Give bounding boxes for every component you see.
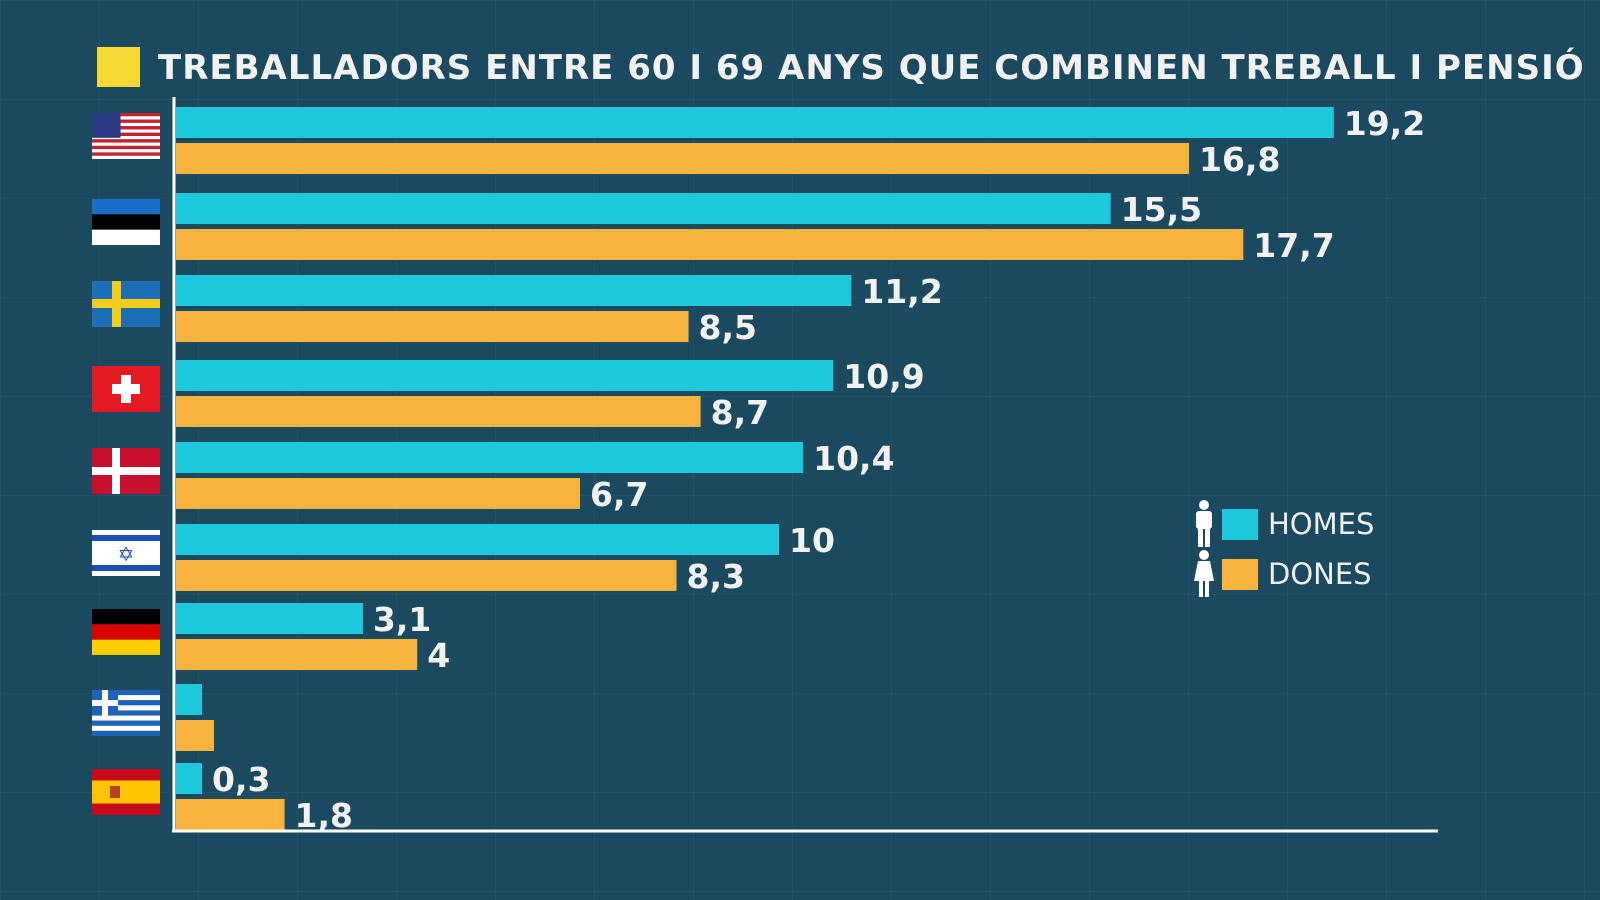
bar-dones-5 bbox=[176, 560, 677, 591]
bar-dones-7 bbox=[176, 720, 214, 751]
flag-switzerland-icon bbox=[92, 366, 160, 412]
flag-greece-icon bbox=[92, 690, 160, 736]
legend-swatch-dones bbox=[1222, 558, 1258, 590]
legend-label-homes: HOMES bbox=[1268, 507, 1375, 541]
legend-dones: DONES bbox=[1192, 550, 1372, 598]
bar-dones-2 bbox=[176, 311, 689, 342]
bar-homes-0 bbox=[176, 107, 1334, 138]
bar-dones-0 bbox=[176, 143, 1190, 174]
bar-dones-3 bbox=[176, 396, 701, 427]
bar-homes-3 bbox=[176, 360, 834, 391]
bar-homes-6 bbox=[176, 603, 363, 634]
data-label: 8,3 bbox=[686, 557, 744, 596]
flag-united-states-icon bbox=[92, 113, 160, 159]
data-label: 10,9 bbox=[843, 357, 924, 396]
bar-homes-5 bbox=[176, 524, 779, 555]
title-square bbox=[97, 47, 140, 87]
legend-homes: HOMES bbox=[1192, 500, 1374, 548]
data-label: 6,7 bbox=[590, 475, 648, 514]
svg-text:✡: ✡ bbox=[118, 542, 135, 566]
data-label: 8,7 bbox=[711, 393, 769, 432]
data-label: 0,3 bbox=[212, 760, 270, 799]
data-label: 1,8 bbox=[295, 796, 353, 835]
flag-estonia-icon bbox=[92, 199, 160, 245]
bar-homes-8 bbox=[176, 763, 202, 794]
flag-germany-icon bbox=[92, 609, 160, 655]
data-label: 3,1 bbox=[373, 600, 431, 639]
data-label: 8,5 bbox=[699, 308, 757, 347]
woman-icon bbox=[1194, 550, 1214, 597]
bar-homes-4 bbox=[176, 442, 804, 473]
flag-israel-icon: ✡ bbox=[92, 530, 160, 576]
data-label: 19,2 bbox=[1344, 104, 1425, 143]
data-label: 11,2 bbox=[861, 272, 942, 311]
bar-homes-2 bbox=[176, 275, 852, 306]
man-icon bbox=[1196, 500, 1212, 547]
bar-dones-4 bbox=[176, 478, 581, 509]
flag-denmark-icon bbox=[92, 448, 160, 494]
bar-homes-1 bbox=[176, 193, 1111, 224]
chart-title: TREBALLADORS ENTRE 60 I 69 ANYS QUE COMB… bbox=[158, 48, 1585, 88]
data-label: 10 bbox=[789, 521, 835, 560]
data-label: 15,5 bbox=[1121, 190, 1202, 229]
data-label: 16,8 bbox=[1199, 140, 1280, 179]
legend-label-dones: DONES bbox=[1268, 557, 1372, 591]
data-label: 17,7 bbox=[1253, 226, 1334, 265]
data-label: 10,4 bbox=[813, 439, 894, 478]
legend-swatch-homes bbox=[1222, 508, 1258, 540]
flag-spain-icon bbox=[92, 769, 160, 815]
bar-dones-6 bbox=[176, 639, 418, 670]
flag-sweden-icon bbox=[92, 281, 160, 327]
bar-dones-1 bbox=[176, 229, 1244, 260]
data-label: 4 bbox=[427, 636, 450, 675]
bar-homes-7 bbox=[176, 684, 202, 715]
bar-dones-8 bbox=[176, 799, 285, 830]
